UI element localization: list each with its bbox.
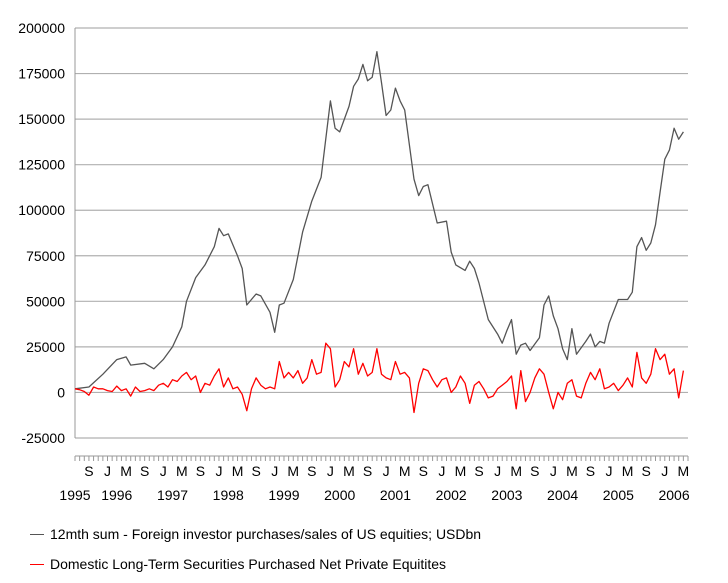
year-label: 2003 — [491, 487, 522, 503]
x-tick-label: J — [550, 463, 557, 479]
x-tick-label: J — [160, 463, 167, 479]
legend-label-domestic: Domestic Long-Term Securities Purchased … — [50, 556, 447, 572]
x-tick-label: M — [120, 463, 132, 479]
x-tick-label: S — [586, 463, 595, 479]
y-tick-label: 150000 — [18, 111, 65, 127]
y-tick-label: 0 — [57, 384, 65, 400]
year-label: 1998 — [213, 487, 244, 503]
grid-layer — [75, 27, 688, 439]
x-tick-label: M — [176, 463, 188, 479]
x-tick-label: J — [104, 463, 111, 479]
x-tick-label: M — [455, 463, 467, 479]
year-label: 2001 — [380, 487, 411, 503]
x-tick-label: S — [251, 463, 260, 479]
x-tick-label: J — [215, 463, 222, 479]
x-tick-label: J — [494, 463, 501, 479]
y-tick-label: 200000 — [18, 20, 65, 36]
x-tick-label: S — [84, 463, 93, 479]
x-tick-label: M — [566, 463, 578, 479]
y-tick-label: 25000 — [26, 339, 65, 355]
year-label: 2004 — [547, 487, 578, 503]
x-tick-label: M — [622, 463, 634, 479]
series-line-domestic-equities — [74, 342, 685, 414]
x-tick-label: S — [140, 463, 149, 479]
y-tick-label: 125000 — [18, 157, 65, 173]
x-tick-label: M — [287, 463, 299, 479]
year-label: 1995 — [59, 487, 90, 503]
legend-label-foreign: 12mth sum - Foreign investor purchases/s… — [50, 526, 482, 542]
year-label: 2002 — [436, 487, 467, 503]
x-tick-label: J — [606, 463, 613, 479]
x-tick-label: J — [438, 463, 445, 479]
y-tick-label: 75000 — [26, 248, 65, 264]
x-tick-label: S — [530, 463, 539, 479]
year-label: 2000 — [324, 487, 355, 503]
x-tick-label: M — [510, 463, 522, 479]
legend-item-domestic: Domestic Long-Term Securities Purchased … — [30, 556, 446, 572]
x-tick-label: S — [307, 463, 316, 479]
x-tick-label: S — [363, 463, 372, 479]
x-tick-label: M — [343, 463, 355, 479]
legend-item-foreign: 12mth sum - Foreign investor purchases/s… — [30, 526, 481, 542]
year-label: 1999 — [268, 487, 299, 503]
x-tick-label: J — [271, 463, 278, 479]
x-tick-label: S — [474, 463, 483, 479]
x-tick-label: J — [383, 463, 390, 479]
x-tick-label: S — [419, 463, 428, 479]
y-tick-label: -25000 — [21, 430, 65, 446]
year-label: 2006 — [658, 487, 689, 503]
x-tick-label: S — [642, 463, 651, 479]
series-line-foreign-equities — [74, 51, 684, 390]
x-tick-label: M — [399, 463, 411, 479]
x-tick-label: M — [232, 463, 244, 479]
legend-swatch-foreign — [30, 533, 44, 535]
y-axis: 200000 175000 150000 125000 100000 75000 50000… — [18, 20, 76, 446]
year-label: 1996 — [101, 487, 132, 503]
x-tick-label: M — [678, 463, 690, 479]
x-tick-label: S — [196, 463, 205, 479]
x-tick-label: J — [661, 463, 668, 479]
y-tick-label: 100000 — [18, 202, 65, 218]
year-label: 1997 — [157, 487, 188, 503]
legend-swatch-domestic — [30, 563, 44, 565]
y-tick-label: 175000 — [18, 66, 65, 82]
year-label: 2005 — [603, 487, 634, 503]
series-layer — [74, 51, 685, 414]
y-tick-label: 50000 — [26, 293, 65, 309]
x-tick-label: J — [327, 463, 334, 479]
